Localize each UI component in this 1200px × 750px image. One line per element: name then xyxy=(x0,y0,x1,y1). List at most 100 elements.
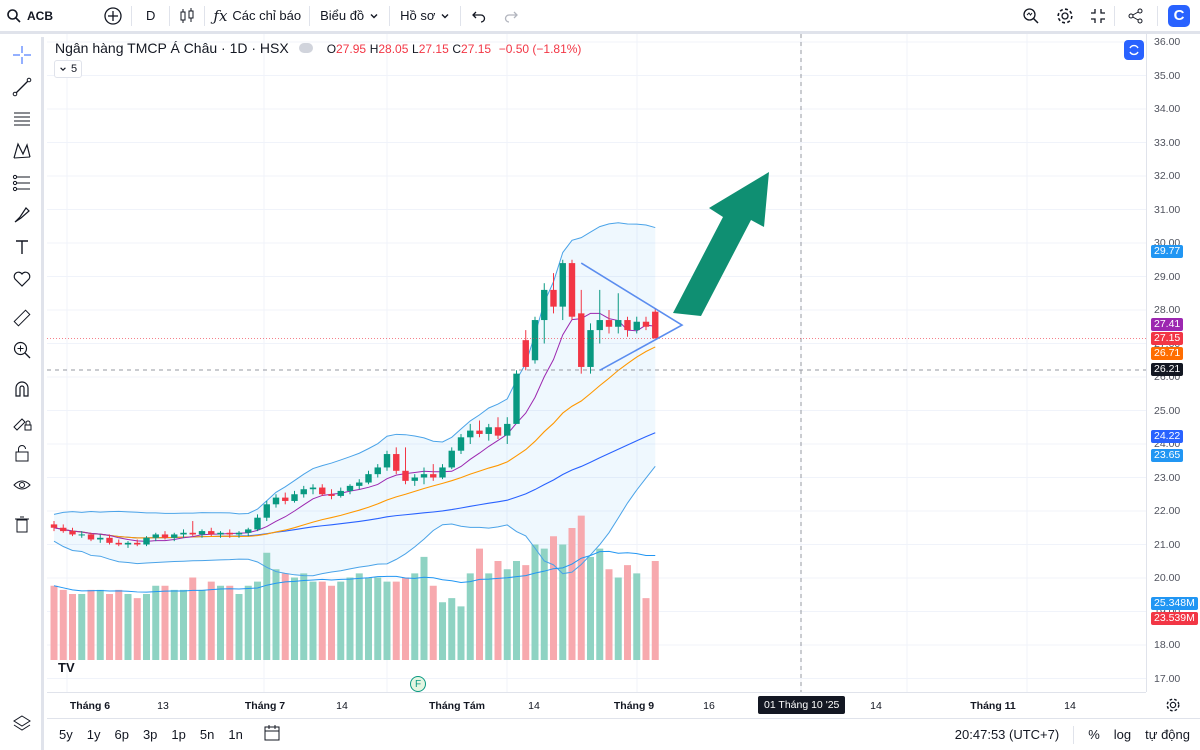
volume-bar xyxy=(402,577,409,660)
sync-button[interactable] xyxy=(1124,40,1144,60)
profile-menu-button[interactable]: Hồ sơ xyxy=(390,1,460,31)
volume-bar xyxy=(550,536,557,660)
crosshair-tool[interactable] xyxy=(9,42,35,68)
candle-body xyxy=(633,321,640,331)
time-scale[interactable] xyxy=(47,692,1146,718)
prediction-tool[interactable] xyxy=(9,170,35,196)
volume-bar xyxy=(429,585,437,660)
time-tick-label: 14 xyxy=(1064,700,1076,712)
volume-ma-line xyxy=(53,550,656,593)
volume-bar xyxy=(494,561,502,660)
crosshair-icon xyxy=(13,46,31,64)
plus-circle-icon xyxy=(104,6,122,25)
indicators-collapse-button[interactable]: 5 xyxy=(54,60,83,78)
fullscreen-button[interactable] xyxy=(1082,1,1114,31)
lock-all-tool[interactable] xyxy=(9,440,35,466)
candle-body xyxy=(217,532,224,535)
candle-body xyxy=(282,497,289,501)
candle-body xyxy=(642,321,650,327)
candle-body xyxy=(106,537,113,543)
pattern-icon xyxy=(13,142,31,159)
date-range-1p[interactable]: 1p xyxy=(171,727,186,742)
date-range-1y[interactable]: 1y xyxy=(86,727,101,742)
object-tree-button[interactable] xyxy=(9,710,35,736)
volume-bar xyxy=(189,577,197,660)
lock-drawing-tool[interactable] xyxy=(9,408,35,434)
volume-bar xyxy=(485,573,493,660)
candle-body xyxy=(504,423,511,436)
brand-button[interactable]: C xyxy=(1158,1,1200,31)
chart-legend: Ngân hàng TMCP Á Châu · 1D · HSX O27.95 … xyxy=(55,40,581,56)
share-button[interactable] xyxy=(1115,1,1157,31)
text-tool[interactable] xyxy=(9,234,35,260)
price-tick-label: 28.00 xyxy=(1154,304,1181,316)
timezone-clock[interactable]: 20:47:53 (UTC+7) xyxy=(954,727,1060,742)
date-range-6p[interactable]: 6p xyxy=(114,727,129,742)
zoom-tool[interactable] xyxy=(9,337,35,363)
candle-body xyxy=(337,490,344,496)
brush-tool[interactable] xyxy=(9,202,35,228)
compare-button[interactable] xyxy=(95,1,131,31)
price-tick-label: 36.00 xyxy=(1154,36,1181,48)
legend-eye-icon[interactable] xyxy=(298,43,313,53)
open-value: 27.95 xyxy=(336,41,367,56)
candle-body xyxy=(328,494,335,496)
financials-badge-icon[interactable]: F xyxy=(410,676,426,692)
log-scale-toggle[interactable]: log xyxy=(1113,727,1132,742)
trend-line-tool[interactable] xyxy=(9,74,35,100)
chart-menu-button[interactable]: Biểu đồ xyxy=(310,1,389,31)
candle-body xyxy=(69,531,76,535)
trend-line-icon xyxy=(12,77,32,97)
pattern-tool[interactable] xyxy=(9,138,35,164)
volume-bar xyxy=(235,594,243,660)
price-tick-label: 33.00 xyxy=(1154,136,1181,149)
quick-search-button[interactable] xyxy=(1014,1,1048,31)
chart-type-button[interactable] xyxy=(170,1,204,31)
hide-drawings-tool[interactable] xyxy=(9,472,35,498)
candle-body xyxy=(485,427,492,434)
goto-date-button[interactable] xyxy=(262,723,282,746)
interval-label: D xyxy=(146,8,156,23)
percent-scale-toggle[interactable]: % xyxy=(1088,727,1100,742)
price-scale[interactable] xyxy=(1146,34,1200,692)
undo-button[interactable] xyxy=(461,1,497,31)
symbol-title[interactable]: Ngân hàng TMCP Á Châu · 1D · HSX xyxy=(55,40,289,56)
volume-bar xyxy=(318,581,326,660)
magnet-tool[interactable] xyxy=(9,376,35,402)
candle-body xyxy=(578,313,585,367)
icon-tool[interactable] xyxy=(9,266,35,292)
date-range-3p[interactable]: 3p xyxy=(142,727,158,742)
fib-tool[interactable] xyxy=(9,106,35,132)
volume-bar xyxy=(420,556,428,660)
volume-bar xyxy=(346,577,354,660)
bollinger-lower-line xyxy=(53,465,656,577)
price-tag: 29.77 xyxy=(1151,245,1184,258)
tradingview-logo-icon[interactable]: TV xyxy=(58,660,75,675)
date-range-1n[interactable]: 1n xyxy=(228,727,243,742)
date-range-5y[interactable]: 5y xyxy=(59,727,73,742)
indicators-button[interactable]: ƒx Các chỉ báo xyxy=(205,1,309,31)
candle-body xyxy=(568,263,576,317)
settings-button[interactable] xyxy=(1048,1,1082,31)
price-tag: 27.41 xyxy=(1151,318,1184,331)
volume-bar xyxy=(78,594,86,660)
volume-bar xyxy=(365,577,372,660)
candle-body xyxy=(291,494,298,501)
volume-bar xyxy=(161,585,169,660)
bottom-toolbar: 5y 1y 6p 3p 1p 5n 1n 20:47:53 (UTC+7) % log tự… xyxy=(47,718,1200,750)
chart-pane[interactable] xyxy=(47,34,1146,692)
remove-drawings-tool[interactable] xyxy=(9,511,35,537)
candle-body xyxy=(263,504,270,518)
low-label: L xyxy=(412,41,419,56)
redo-icon xyxy=(505,11,519,23)
auto-scale-toggle[interactable]: tự động xyxy=(1145,727,1190,742)
user-drawings[interactable] xyxy=(47,34,1146,692)
date-range-5n[interactable]: 5n xyxy=(199,727,215,742)
ruler-icon xyxy=(13,309,31,327)
candle-body xyxy=(319,487,326,495)
measure-tool[interactable] xyxy=(9,305,35,331)
scale-settings-button[interactable] xyxy=(1165,697,1181,718)
interval-button[interactable]: D xyxy=(132,1,169,31)
symbol-search-button[interactable]: ACB xyxy=(0,1,61,31)
redo-button[interactable] xyxy=(497,1,525,31)
